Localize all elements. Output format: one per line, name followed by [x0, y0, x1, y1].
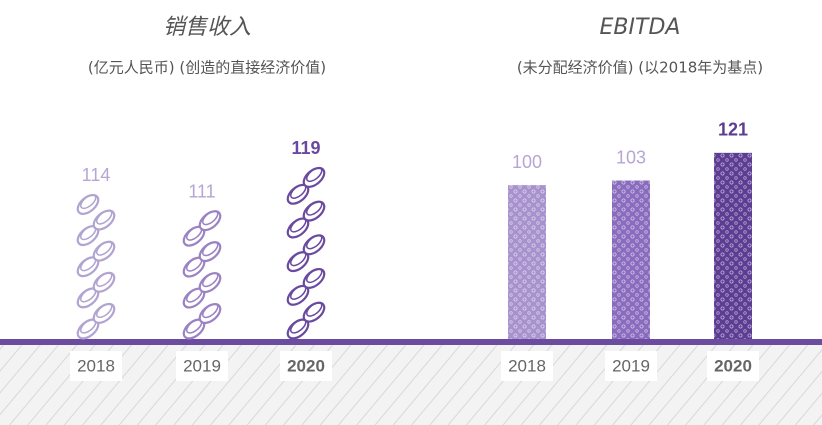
coin-rim: [202, 303, 219, 319]
coin-rim: [202, 210, 219, 226]
value-label: 100: [512, 152, 542, 172]
coin-stack: [76, 193, 116, 340]
bar-texture: [612, 180, 650, 339]
x-tick-label: 2020: [287, 356, 325, 375]
coin-rim: [306, 200, 323, 216]
coin-stack: [286, 166, 326, 340]
coin-stack: [182, 210, 222, 340]
value-label: 119: [291, 138, 320, 158]
year-box: [280, 351, 332, 381]
bar-texture: [508, 185, 546, 339]
year-box: [176, 351, 228, 381]
value-label: 103: [616, 147, 646, 167]
coin-rim: [202, 272, 219, 288]
coin-rim: [306, 301, 323, 317]
x-tick-label: 2019: [612, 356, 650, 375]
value-label: 121: [718, 120, 748, 140]
coin-rim: [306, 268, 323, 284]
year-box: [707, 351, 759, 381]
chart-title: 销售收入: [163, 15, 251, 40]
value-label: 114: [82, 165, 111, 185]
coin-rim: [96, 271, 113, 287]
coin-rim: [96, 240, 113, 256]
coin-rim: [96, 209, 113, 225]
coin: [76, 193, 100, 215]
coin-rim: [80, 194, 97, 210]
chart-subtitle: (亿元人民币) (创造的直接经济价值): [88, 59, 326, 77]
coin-rim: [306, 234, 323, 250]
x-tick-label: 2019: [183, 356, 221, 375]
year-box: [501, 351, 553, 381]
x-tick-label: 2018: [77, 356, 115, 375]
year-box: [70, 351, 122, 381]
year-box: [605, 351, 657, 381]
chart-subtitle: (未分配经济价值) (以2018年为基点): [517, 59, 763, 77]
coin-rim: [306, 167, 323, 183]
x-tick-label: 2020: [714, 356, 752, 375]
coin-rim: [96, 303, 113, 319]
chart-title: EBITDA: [600, 15, 681, 40]
ground: [0, 345, 822, 425]
baseline: [0, 339, 822, 345]
x-tick-label: 2018: [508, 356, 546, 375]
coin-rim: [202, 241, 219, 257]
value-label: 111: [188, 181, 215, 201]
bar-texture: [714, 152, 752, 339]
